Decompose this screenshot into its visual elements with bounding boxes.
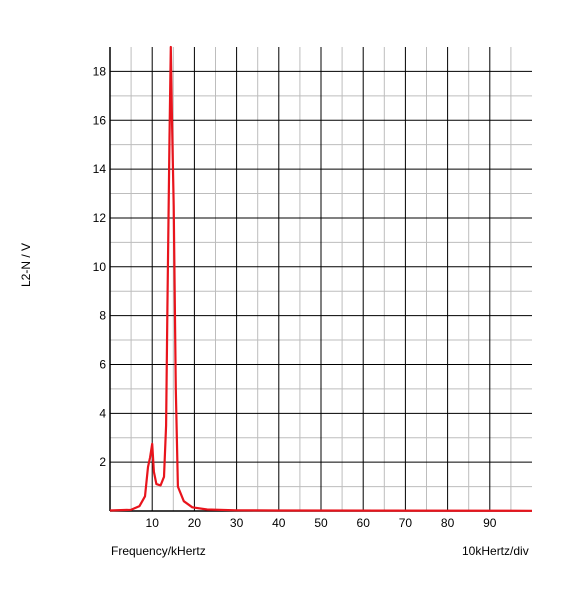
y-tick-label: 16 <box>93 113 107 127</box>
y-tick-label: 6 <box>99 357 106 371</box>
series-group <box>109 45 533 512</box>
y-tick-label: 4 <box>99 406 106 420</box>
x-tick-label: 20 <box>188 516 202 530</box>
x-tick-label: 60 <box>357 516 371 530</box>
y-tick-label: 8 <box>99 309 106 323</box>
x-axis-label: Frequency/kHertz <box>111 544 206 558</box>
x-tick-label: 70 <box>399 516 413 530</box>
y-tick-labels: 2 4 6 8 10 12 14 16 18 <box>93 64 107 469</box>
y-tick-label: 10 <box>93 260 107 274</box>
y-axis-label: L2-N / V <box>19 243 33 287</box>
y-tick-label: 2 <box>99 455 106 469</box>
x-tick-label: 30 <box>230 516 244 530</box>
x-tick-label: 90 <box>483 516 497 530</box>
y-tick-label: 12 <box>93 211 107 225</box>
x-tick-label: 10 <box>146 516 160 530</box>
x-tick-labels: 10 20 30 40 50 60 70 80 90 <box>146 516 497 530</box>
x-tick-label: 40 <box>272 516 286 530</box>
grid <box>110 47 532 511</box>
x-tick-label: 80 <box>441 516 455 530</box>
y-tick-label: 18 <box>93 64 107 78</box>
x-tick-label: 50 <box>314 516 328 530</box>
scale-label: 10kHertz/div <box>462 544 529 558</box>
y-tick-label: 14 <box>93 162 107 176</box>
series-line <box>109 45 533 512</box>
